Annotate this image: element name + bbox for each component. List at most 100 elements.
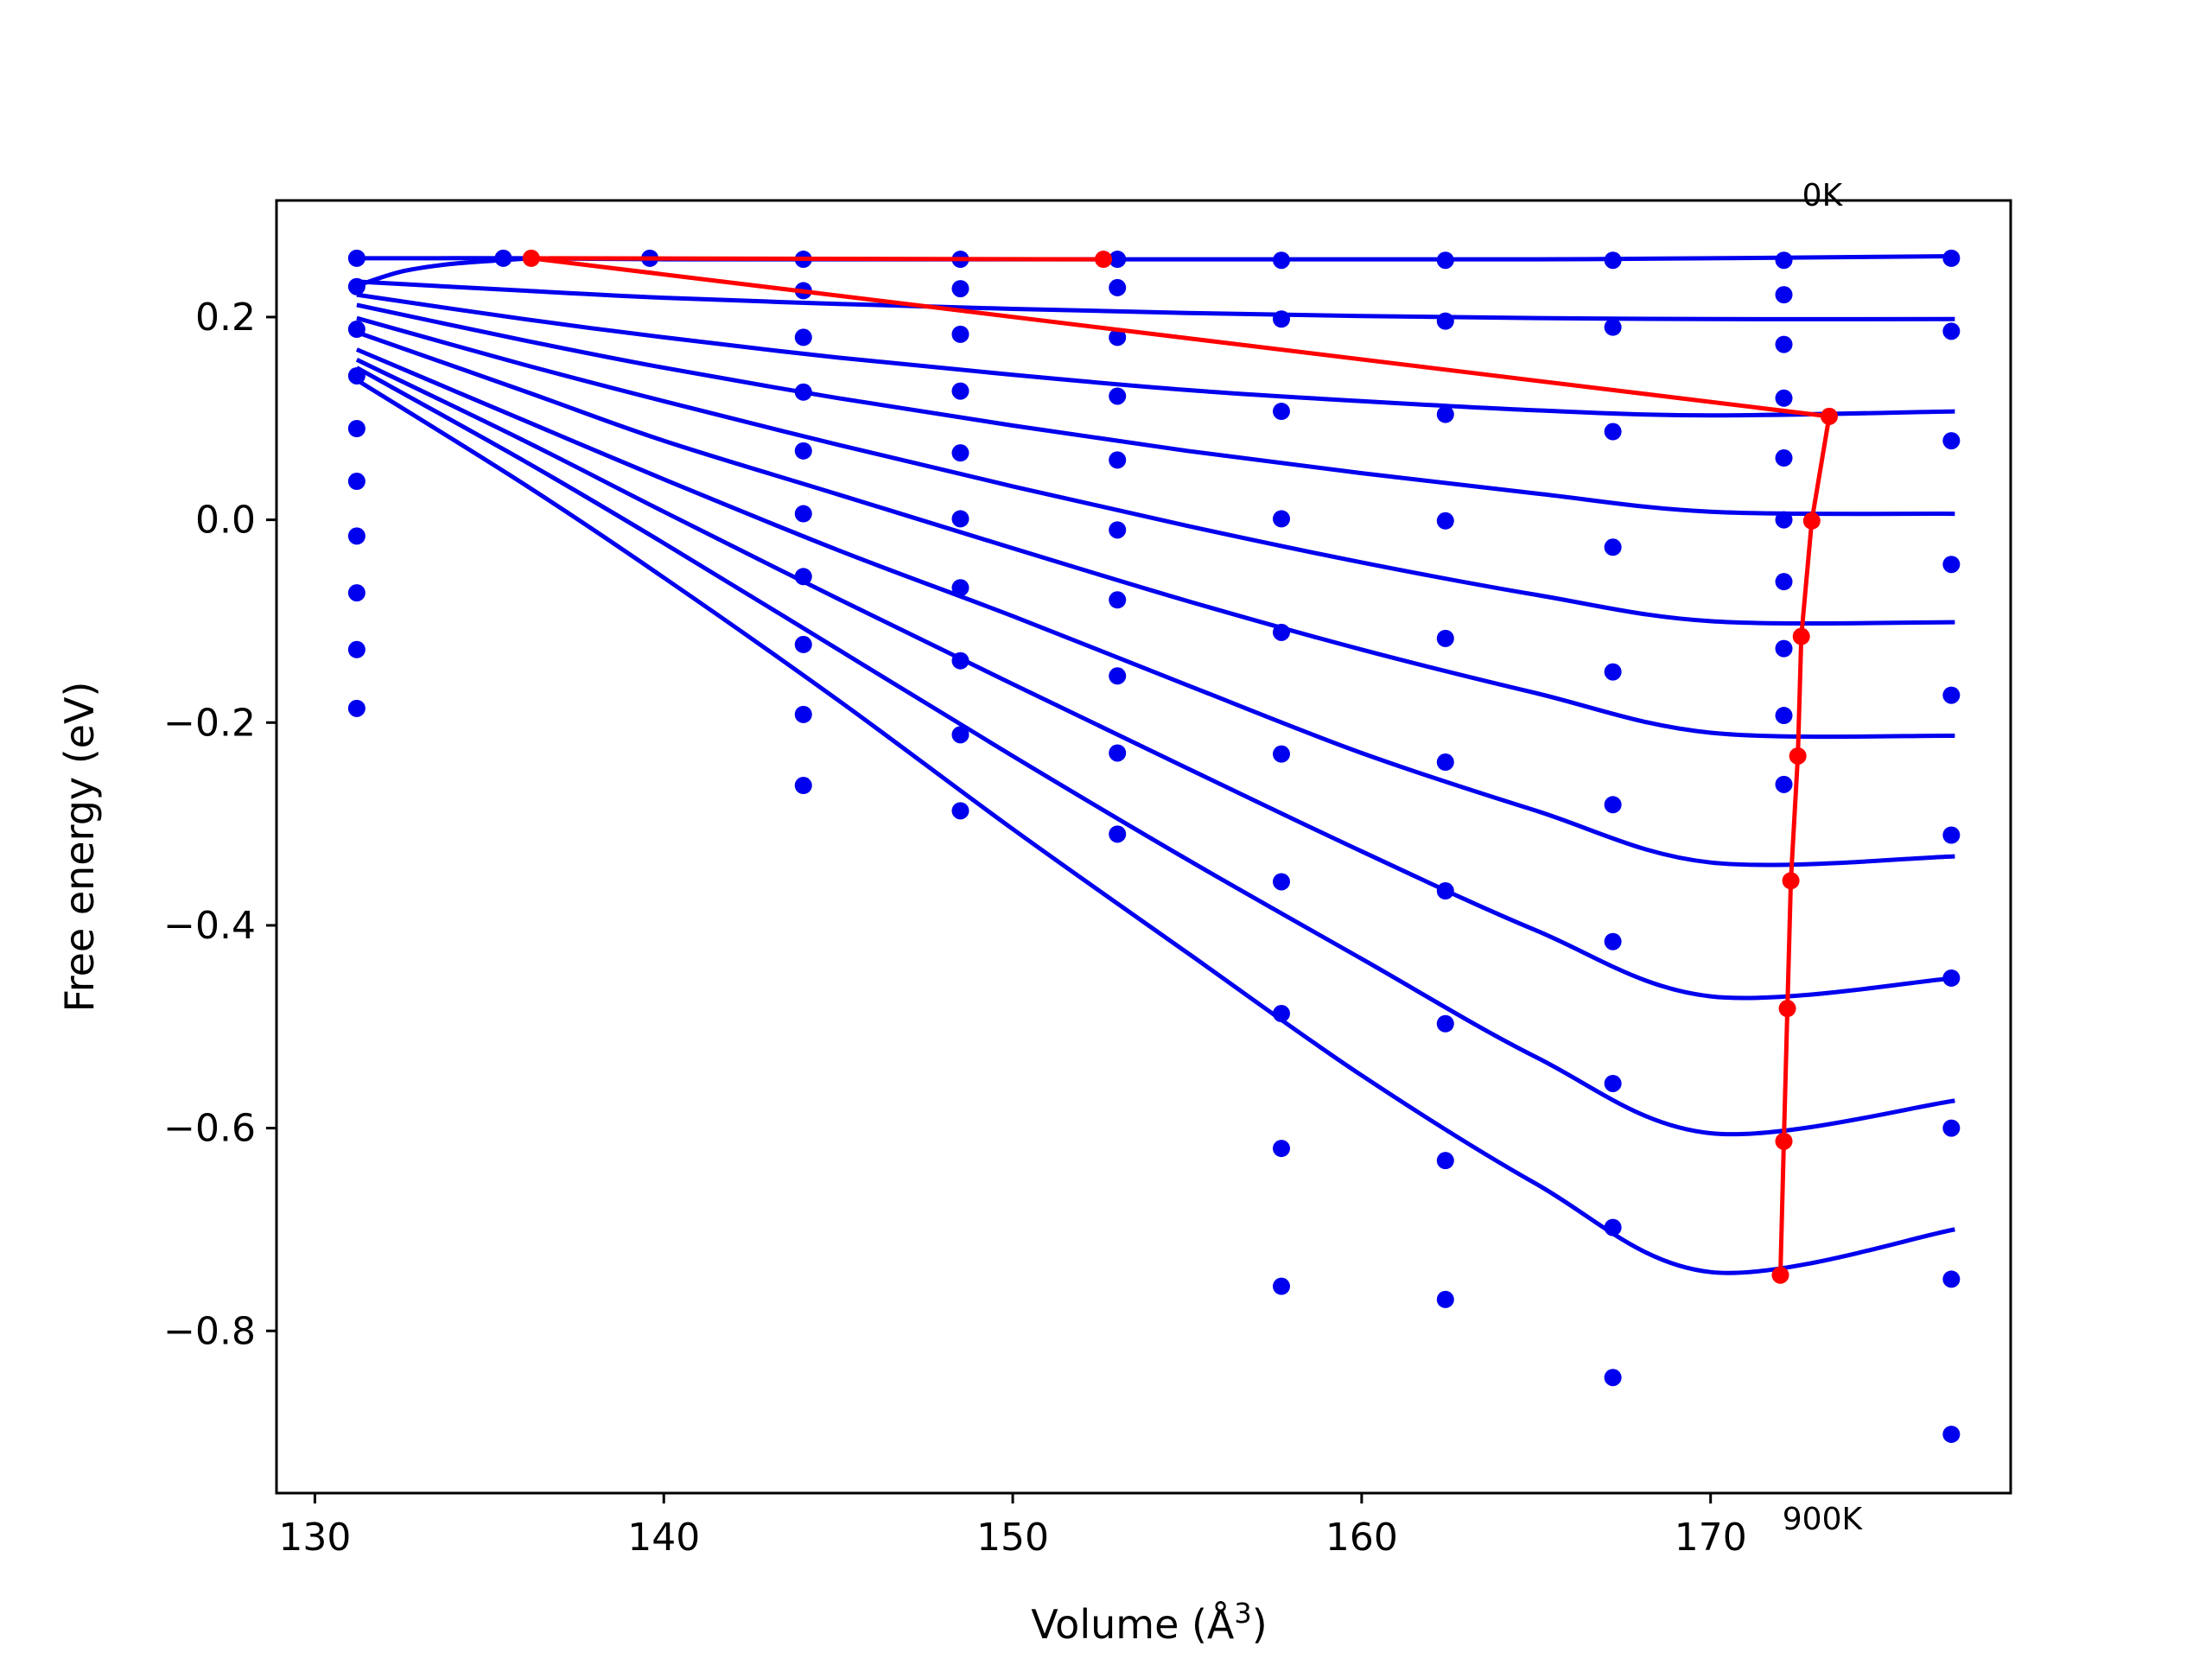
data-point bbox=[1436, 1290, 1454, 1308]
y-tick-label: −0.4 bbox=[163, 904, 256, 948]
minima-point bbox=[1782, 872, 1800, 890]
x-axis: 130 140 150 160 170 bbox=[278, 1493, 1747, 1560]
minima-point bbox=[1821, 407, 1839, 425]
data-point bbox=[1109, 328, 1127, 346]
data-point bbox=[1604, 423, 1622, 441]
x-tick-label: 130 bbox=[278, 1516, 351, 1560]
x-axis-label-superscript: 3 bbox=[1234, 1597, 1251, 1630]
x-tick-label: 160 bbox=[1325, 1516, 1398, 1560]
data-point bbox=[951, 325, 969, 343]
data-point bbox=[1604, 318, 1622, 336]
fit-curve-700K bbox=[355, 357, 1955, 1001]
data-point bbox=[1942, 322, 1961, 340]
data-point bbox=[1109, 451, 1127, 469]
data-point bbox=[1436, 312, 1454, 330]
fit-curve-300K bbox=[356, 302, 1955, 517]
x-tick-label: 170 bbox=[1675, 1516, 1747, 1560]
data-point bbox=[1273, 1005, 1291, 1023]
minima-point bbox=[1789, 747, 1807, 765]
minima-point bbox=[1802, 512, 1821, 530]
data-point bbox=[794, 505, 812, 523]
data-point bbox=[1109, 825, 1127, 843]
data-point bbox=[1942, 249, 1961, 267]
data-point bbox=[1109, 744, 1127, 762]
data-point bbox=[347, 321, 365, 339]
data-point bbox=[1109, 591, 1127, 609]
data-point bbox=[1775, 335, 1793, 353]
data-point bbox=[1436, 512, 1454, 530]
data-point bbox=[1109, 387, 1127, 405]
data-point bbox=[1109, 251, 1127, 269]
data-point bbox=[1436, 251, 1454, 270]
data-point bbox=[1775, 707, 1793, 725]
data-point bbox=[347, 420, 365, 437]
data-point bbox=[1942, 1119, 1961, 1137]
minima-point bbox=[1095, 251, 1113, 269]
data-point bbox=[1436, 1152, 1454, 1170]
data-point bbox=[951, 802, 969, 820]
data-point bbox=[1109, 667, 1127, 685]
data-point bbox=[1436, 629, 1454, 647]
data-point bbox=[494, 249, 512, 267]
data-point bbox=[951, 579, 969, 597]
data-point bbox=[347, 249, 365, 267]
data-point bbox=[1942, 556, 1961, 574]
y-tick-label: −0.6 bbox=[163, 1107, 256, 1151]
minima-path-line bbox=[529, 256, 1832, 1275]
data-point bbox=[347, 584, 365, 602]
data-point bbox=[794, 635, 812, 653]
fit-curve-500K bbox=[356, 330, 1955, 740]
data-point bbox=[1436, 405, 1454, 423]
data-point bbox=[1273, 310, 1291, 328]
data-point bbox=[794, 328, 812, 346]
data-point bbox=[1604, 1074, 1622, 1092]
plot-frame bbox=[275, 199, 2012, 1495]
data-point bbox=[347, 366, 365, 385]
minima-point bbox=[1775, 1132, 1793, 1150]
annotation-label: 0K bbox=[1802, 178, 1844, 213]
data-point bbox=[1775, 251, 1793, 270]
data-point bbox=[1775, 511, 1793, 529]
data-point bbox=[1942, 1425, 1961, 1443]
x-tick-label: 150 bbox=[976, 1516, 1049, 1560]
data-point bbox=[951, 280, 969, 298]
y-axis-label: Free energy (eV) bbox=[56, 682, 103, 1013]
data-point bbox=[1273, 510, 1291, 528]
data-point bbox=[347, 277, 365, 296]
data-point bbox=[1604, 538, 1622, 556]
data-point bbox=[1775, 775, 1793, 793]
data-point bbox=[794, 777, 812, 795]
data-point bbox=[1775, 286, 1793, 304]
data-point bbox=[1273, 403, 1291, 421]
data-point bbox=[1273, 251, 1291, 270]
data-point bbox=[1775, 639, 1793, 658]
data-point bbox=[951, 382, 969, 400]
data-point bbox=[794, 568, 812, 586]
data-point bbox=[1436, 1014, 1454, 1033]
data-point bbox=[1604, 1369, 1622, 1387]
data-point bbox=[794, 442, 812, 460]
data-point bbox=[1775, 573, 1793, 591]
data-point bbox=[1273, 1277, 1291, 1295]
y-axis: 0.2 0.0 −0.2 −0.4 −0.6 −0.8 bbox=[163, 296, 276, 1353]
fit-curve-600K bbox=[355, 347, 1955, 868]
y-tick-label: 0.0 bbox=[195, 499, 256, 543]
x-axis-label-text: Volume (Å bbox=[1031, 1601, 1235, 1648]
fit-curve-400K bbox=[356, 315, 1955, 626]
data-point bbox=[951, 726, 969, 744]
data-point bbox=[1273, 1140, 1291, 1158]
y-tick-label: −0.2 bbox=[163, 701, 256, 745]
data-point bbox=[1942, 686, 1961, 704]
y-tick-label: −0.8 bbox=[163, 1309, 256, 1353]
data-point bbox=[1942, 432, 1961, 450]
fit-curve-800K bbox=[355, 365, 1955, 1137]
data-point bbox=[1604, 796, 1622, 814]
data-point bbox=[1942, 826, 1961, 844]
data-point bbox=[1604, 1218, 1622, 1236]
data-point bbox=[1109, 521, 1127, 539]
data-point bbox=[951, 510, 969, 528]
annotation-label: 900K bbox=[1783, 1502, 1864, 1537]
minima-point bbox=[1778, 1000, 1796, 1018]
data-point bbox=[951, 652, 969, 670]
